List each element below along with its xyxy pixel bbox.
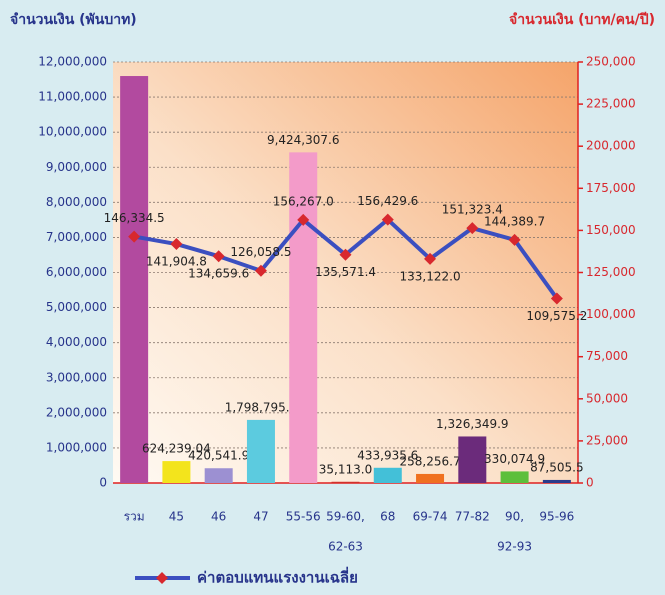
line-value-label: 156,429.6 — [357, 194, 418, 208]
y-tick-label: 8,000,000 — [46, 195, 107, 209]
y-tick-label: 0 — [99, 476, 107, 490]
line-value-label: 134,659.6 — [188, 267, 249, 281]
y2-tick-label: 200,000 — [586, 139, 636, 153]
line-marker — [212, 250, 225, 263]
line-marker — [550, 292, 563, 305]
bar — [120, 76, 149, 484]
x-tick-label: รวม — [124, 510, 145, 524]
y2-tick-label: 250,000 — [586, 55, 636, 69]
bar — [289, 152, 318, 483]
bar-value-label: 1,326,349.9 — [436, 417, 509, 431]
bar — [542, 479, 571, 483]
bar — [331, 481, 360, 483]
x-tick-label: 62-63 — [328, 540, 363, 554]
line-marker — [381, 213, 394, 226]
x-tick-label: 68 — [380, 510, 395, 524]
y-tick-label: 9,000,000 — [46, 160, 107, 174]
x-tick-label: 55-56 — [286, 510, 321, 524]
x-tick-label: 77-82 — [455, 510, 490, 524]
y2-tick-label: 0 — [586, 476, 594, 490]
line-value-label: 133,122.0 — [400, 269, 461, 283]
bar — [204, 468, 233, 483]
bar-value-label: 87,505.5 — [530, 460, 583, 474]
line-value-label: 151,323.4 — [442, 203, 503, 217]
line-value-label: 144,389.7 — [484, 214, 545, 228]
legend-marker — [156, 572, 168, 584]
x-tick-label: 46 — [211, 510, 226, 524]
x-tick-label: 95-96 — [539, 510, 574, 524]
bar-value-label: 433,935.6 — [357, 448, 418, 462]
line-marker — [466, 222, 479, 235]
y2-tick-label: 150,000 — [586, 223, 636, 237]
y2-tick-label: 175,000 — [586, 181, 636, 195]
line-value-label: 156,267.0 — [273, 194, 334, 208]
bar — [500, 471, 529, 483]
line-value-label: 146,334.5 — [104, 211, 165, 225]
line-value-label: 109,575.2 — [526, 309, 587, 323]
bar — [246, 419, 275, 483]
y-tick-label: 7,000,000 — [46, 230, 107, 244]
y2-tick-label: 25,000 — [586, 433, 628, 447]
x-tick-label: 45 — [169, 510, 184, 524]
line-marker — [339, 248, 352, 261]
y-tick-label: 1,000,000 — [46, 440, 107, 454]
line-marker — [170, 238, 183, 251]
y2-tick-label: 125,000 — [586, 265, 636, 279]
y2-tick-label: 225,000 — [586, 97, 636, 111]
line-value-label: 135,571.4 — [315, 265, 376, 279]
y-tick-label: 5,000,000 — [46, 300, 107, 314]
x-tick-label: 69-74 — [413, 510, 448, 524]
y2-tick-label: 75,000 — [586, 349, 628, 363]
line-value-label: 141,904.8 — [146, 255, 207, 269]
bar — [458, 436, 487, 483]
bar-value-label: 330,074.9 — [484, 452, 545, 466]
y-tick-label: 6,000,000 — [46, 265, 107, 279]
x-tick-label: 47 — [253, 510, 268, 524]
line-marker — [254, 264, 267, 277]
bar-value-label: 9,424,307.6 — [267, 133, 340, 147]
y-tick-label: 11,000,000 — [38, 90, 107, 104]
y-tick-label: 12,000,000 — [38, 55, 107, 69]
x-tick-label: 59-60, — [326, 510, 365, 524]
y-tick-label: 3,000,000 — [46, 370, 107, 384]
y2-tick-label: 100,000 — [586, 307, 636, 321]
bar-value-label: 1,798,795.1 — [225, 400, 298, 414]
bar — [373, 467, 402, 483]
x-tick-label: 90, — [505, 510, 524, 524]
y-tick-label: 2,000,000 — [46, 405, 107, 419]
bar-value-label: 420,541.9 — [188, 449, 249, 463]
bar-value-label: 624,239.04 — [142, 442, 211, 456]
x-tick-label: 92-93 — [497, 540, 532, 554]
bar — [162, 461, 191, 483]
y-tick-label: 10,000,000 — [38, 125, 107, 139]
y2-axis-title: จำนวนเงิน (บาท/คน/ปี) — [509, 12, 655, 28]
bar — [416, 473, 445, 483]
line-marker — [297, 213, 310, 226]
bar-value-label: 258,256.7 — [400, 454, 461, 468]
line-marker — [128, 230, 141, 243]
line-marker — [424, 252, 437, 265]
line-marker — [508, 233, 521, 246]
line-value-label: 126,058.5 — [230, 245, 291, 259]
y-tick-label: 4,000,000 — [46, 335, 107, 349]
y2-tick-label: 50,000 — [586, 391, 628, 405]
bar-value-label: 35,113.0 — [319, 462, 372, 476]
legend-label: ค่าตอบแทนแรงงานเฉลี่ย — [197, 567, 358, 587]
y-axis-title: จำนวนเงิน (พันบาท) — [10, 12, 137, 28]
